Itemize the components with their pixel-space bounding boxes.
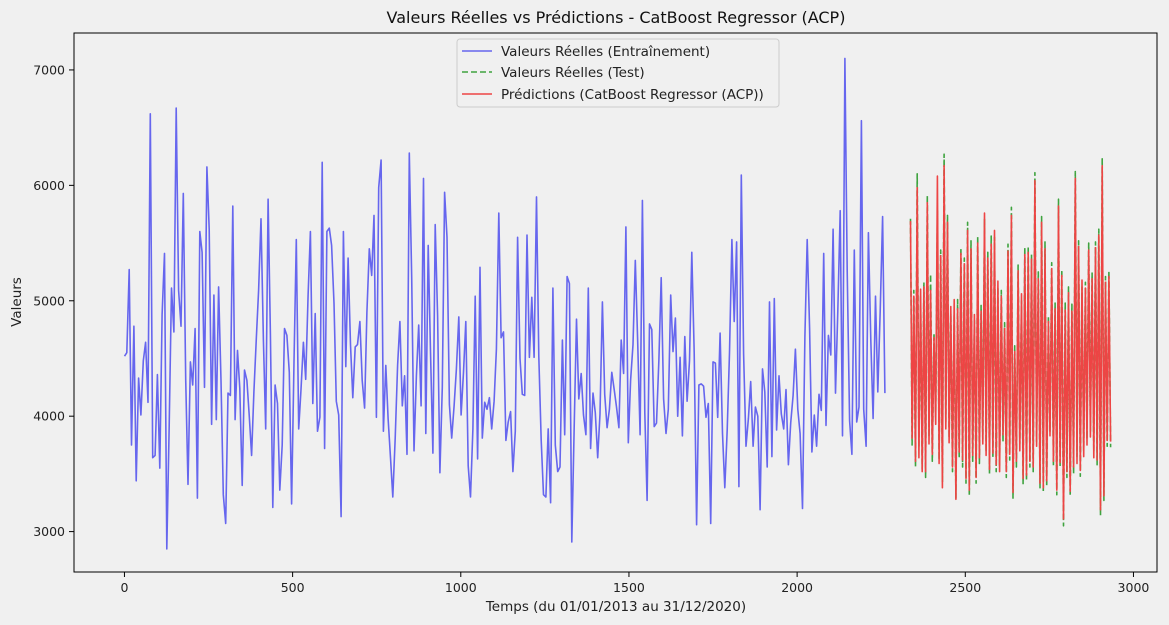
x-tick-label: 1000 bbox=[445, 580, 477, 595]
chart-title: Valeurs Réelles vs Prédictions - CatBoos… bbox=[387, 8, 846, 27]
y-axis: 3000 4000 5000 6000 7000 bbox=[33, 62, 74, 539]
x-axis-label: Temps (du 01/01/2013 au 31/12/2020) bbox=[485, 599, 746, 615]
plot-frame bbox=[73, 32, 1158, 573]
y-tick-label: 5000 bbox=[33, 293, 65, 308]
y-tick-label: 7000 bbox=[33, 62, 65, 77]
x-tick-label: 2000 bbox=[781, 580, 813, 595]
x-tick-label: 2500 bbox=[949, 580, 981, 595]
legend: Valeurs Réelles (Entraînement) Valeurs R… bbox=[456, 38, 780, 108]
legend-label-test: Valeurs Réelles (Test) bbox=[501, 65, 645, 81]
legend-label-predictions: Prédictions (CatBoost Regressor (ACP)) bbox=[501, 87, 764, 103]
legend-label-train: Valeurs Réelles (Entraînement) bbox=[501, 44, 710, 60]
series-line-2 bbox=[909, 164, 1112, 520]
x-tick-label: 500 bbox=[281, 580, 305, 595]
y-tick-label: 4000 bbox=[33, 409, 65, 424]
x-tick-label: 3000 bbox=[1118, 580, 1150, 595]
y-axis-label: Valeurs bbox=[9, 277, 25, 327]
y-tick-label: 6000 bbox=[33, 178, 65, 193]
y-tick-label: 3000 bbox=[33, 524, 65, 539]
x-tick-label: 1500 bbox=[613, 580, 645, 595]
x-tick-label: 0 bbox=[120, 580, 128, 595]
plot-area bbox=[73, 32, 1158, 573]
series-group bbox=[123, 57, 1112, 550]
series-line-0 bbox=[123, 57, 886, 550]
legend-box bbox=[456, 38, 780, 108]
x-axis: 0 500 1000 1500 2000 2500 3000 bbox=[120, 572, 1149, 595]
